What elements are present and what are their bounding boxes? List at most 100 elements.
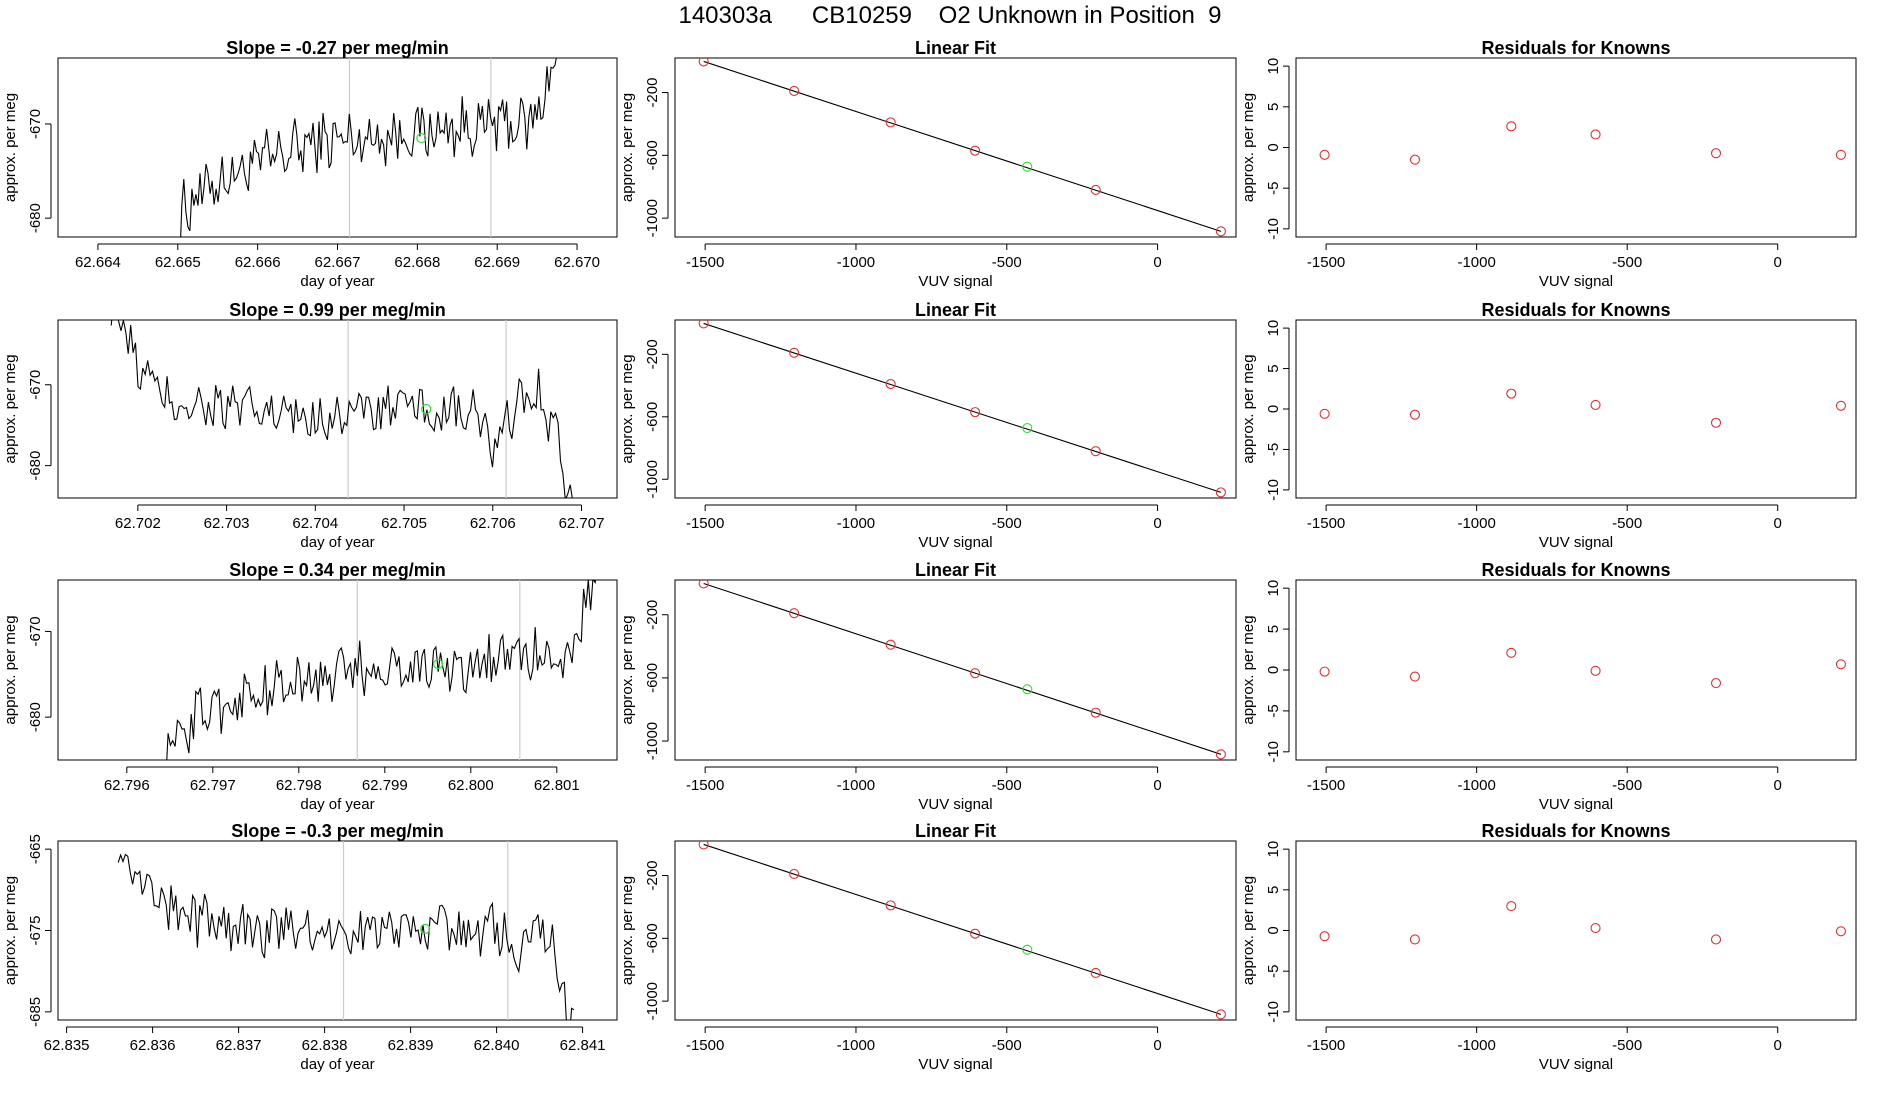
residual-point [1409,154,1420,165]
known-point [1090,967,1101,978]
data-series-line [166,580,597,760]
plot-data [698,320,1226,498]
x-axis-label: VUV signal [918,1056,992,1073]
x-tick-label: 0 [1153,1037,1161,1054]
y-tick-label: -680 [27,451,44,481]
known-point [789,868,800,880]
x-tick-label: 62.703 [204,515,250,532]
residual-point [1835,659,1846,670]
residual-point [1590,923,1601,934]
plot-title: Slope = 0.34 per meg/min [229,560,446,580]
residual-point [1319,149,1330,160]
plot-frame [57,57,618,238]
linear-fit-4: Linear Fit -1500 -1000 -500 0 VUV signal -200 -… [619,821,1237,1073]
x-tick-label: 62.670 [554,254,600,271]
plot-frame [1295,840,1857,1021]
plot-frame [1295,579,1857,761]
y-tick-label: -10 [1265,218,1282,240]
known-point [885,117,896,128]
time-series-2: Slope = 0.99 per meg/min 62.702 62.703 62.7… [2,300,618,551]
data-series-line [180,58,557,237]
time-series-4: Slope = -0.3 per meg/min 62.835 62.836 62.8… [2,821,618,1073]
x-tick-label: -1500 [686,1037,724,1054]
plot-frame [57,579,618,761]
known-point [789,347,800,358]
x-axis-label: VUV signal [918,796,992,813]
y-axis-label: approx. per meg [2,354,19,463]
x-tick-label: -1000 [837,777,875,794]
residuals-2: Residuals for Knowns -1500 -1000 -500 0 VUV s… [1240,300,1857,551]
x-tick-label: 62.664 [75,254,121,271]
y-tick-label: 0 [1265,666,1282,674]
plot-title: Linear Fit [915,560,996,580]
time-series-1: Slope = -0.27 per meg/min 62.664 62.665 62.… [2,38,618,290]
known-point [1090,707,1101,718]
plot-data [1319,647,1846,689]
y-tick-label: 0 [1265,926,1282,934]
plot-data [166,580,597,760]
x-tick-label: -500 [1612,777,1642,794]
y-axis-label: approx. per meg [619,876,636,985]
y-tick-label: -10 [1265,741,1282,763]
y-axis-label: approx. per meg [1240,93,1257,202]
y-tick-label: -1000 [644,460,661,498]
x-tick-label: 62.666 [235,254,281,271]
plot-data [698,580,1226,760]
x-tick-label: 62.835 [44,1037,90,1054]
y-tick-label: -200 [644,78,661,108]
x-tick-label: -1500 [686,777,724,794]
unknown-point [420,923,431,934]
residual-point [1835,400,1846,411]
plot-title: Residuals for Knowns [1481,821,1670,841]
y-tick-label: -5 [1265,182,1282,195]
y-tick-label: -5 [1265,704,1282,717]
x-tick-label: 62.836 [130,1037,176,1054]
y-tick-label: -1000 [644,982,661,1020]
residual-point [1506,647,1517,658]
residual-point [1710,934,1722,945]
x-tick-label: -1000 [1457,777,1495,794]
x-tick-label: 0 [1153,515,1161,532]
x-tick-label: -1500 [686,254,724,271]
x-tick-label: -1000 [837,515,875,532]
y-axis-label: approx. per meg [2,876,19,985]
plot-data [1319,388,1846,428]
known-point [698,320,709,329]
plot-data [180,58,557,237]
y-axis-label: approx. per meg [2,93,19,202]
x-tick-label: -1000 [1457,254,1495,271]
x-tick-label: 62.668 [394,254,440,271]
x-tick-label: 62.665 [155,254,201,271]
residual-point [1319,931,1330,942]
x-tick-label: -1000 [1457,515,1495,532]
y-tick-label: -5 [1265,965,1282,978]
y-tick-label: -10 [1265,1001,1282,1023]
time-series-3: Slope = 0.34 per meg/min 62.796 62.797 62.7… [2,560,618,813]
residual-point [1409,934,1420,945]
y-tick-label: -680 [27,203,44,233]
y-tick-label: -685 [27,997,44,1027]
unknown-point [416,132,427,144]
x-tick-label: 62.706 [470,515,516,532]
x-axis-label: VUV signal [1539,1056,1613,1073]
known-point [970,668,981,679]
x-tick-label: 0 [1774,1037,1782,1054]
x-tick-label: 62.667 [315,254,361,271]
y-tick-label: -200 [644,339,661,369]
x-tick-label: -500 [1612,254,1642,271]
x-tick-label: -500 [1612,1037,1642,1054]
x-tick-label: -1500 [1307,515,1345,532]
fit-line [703,322,1222,493]
x-tick-label: -1000 [837,254,875,271]
x-tick-label: 0 [1153,777,1161,794]
known-point [789,608,800,619]
plot-title: Linear Fit [915,38,996,58]
y-axis-label: approx. per meg [1240,876,1257,985]
x-tick-label: 62.840 [474,1037,520,1054]
y-tick-label: -10 [1265,479,1282,501]
plot-data [1319,121,1846,165]
unknown-point [1022,161,1033,172]
fit-line [703,843,1222,1015]
x-tick-label: -1500 [1307,777,1345,794]
residual-point [1710,148,1722,159]
